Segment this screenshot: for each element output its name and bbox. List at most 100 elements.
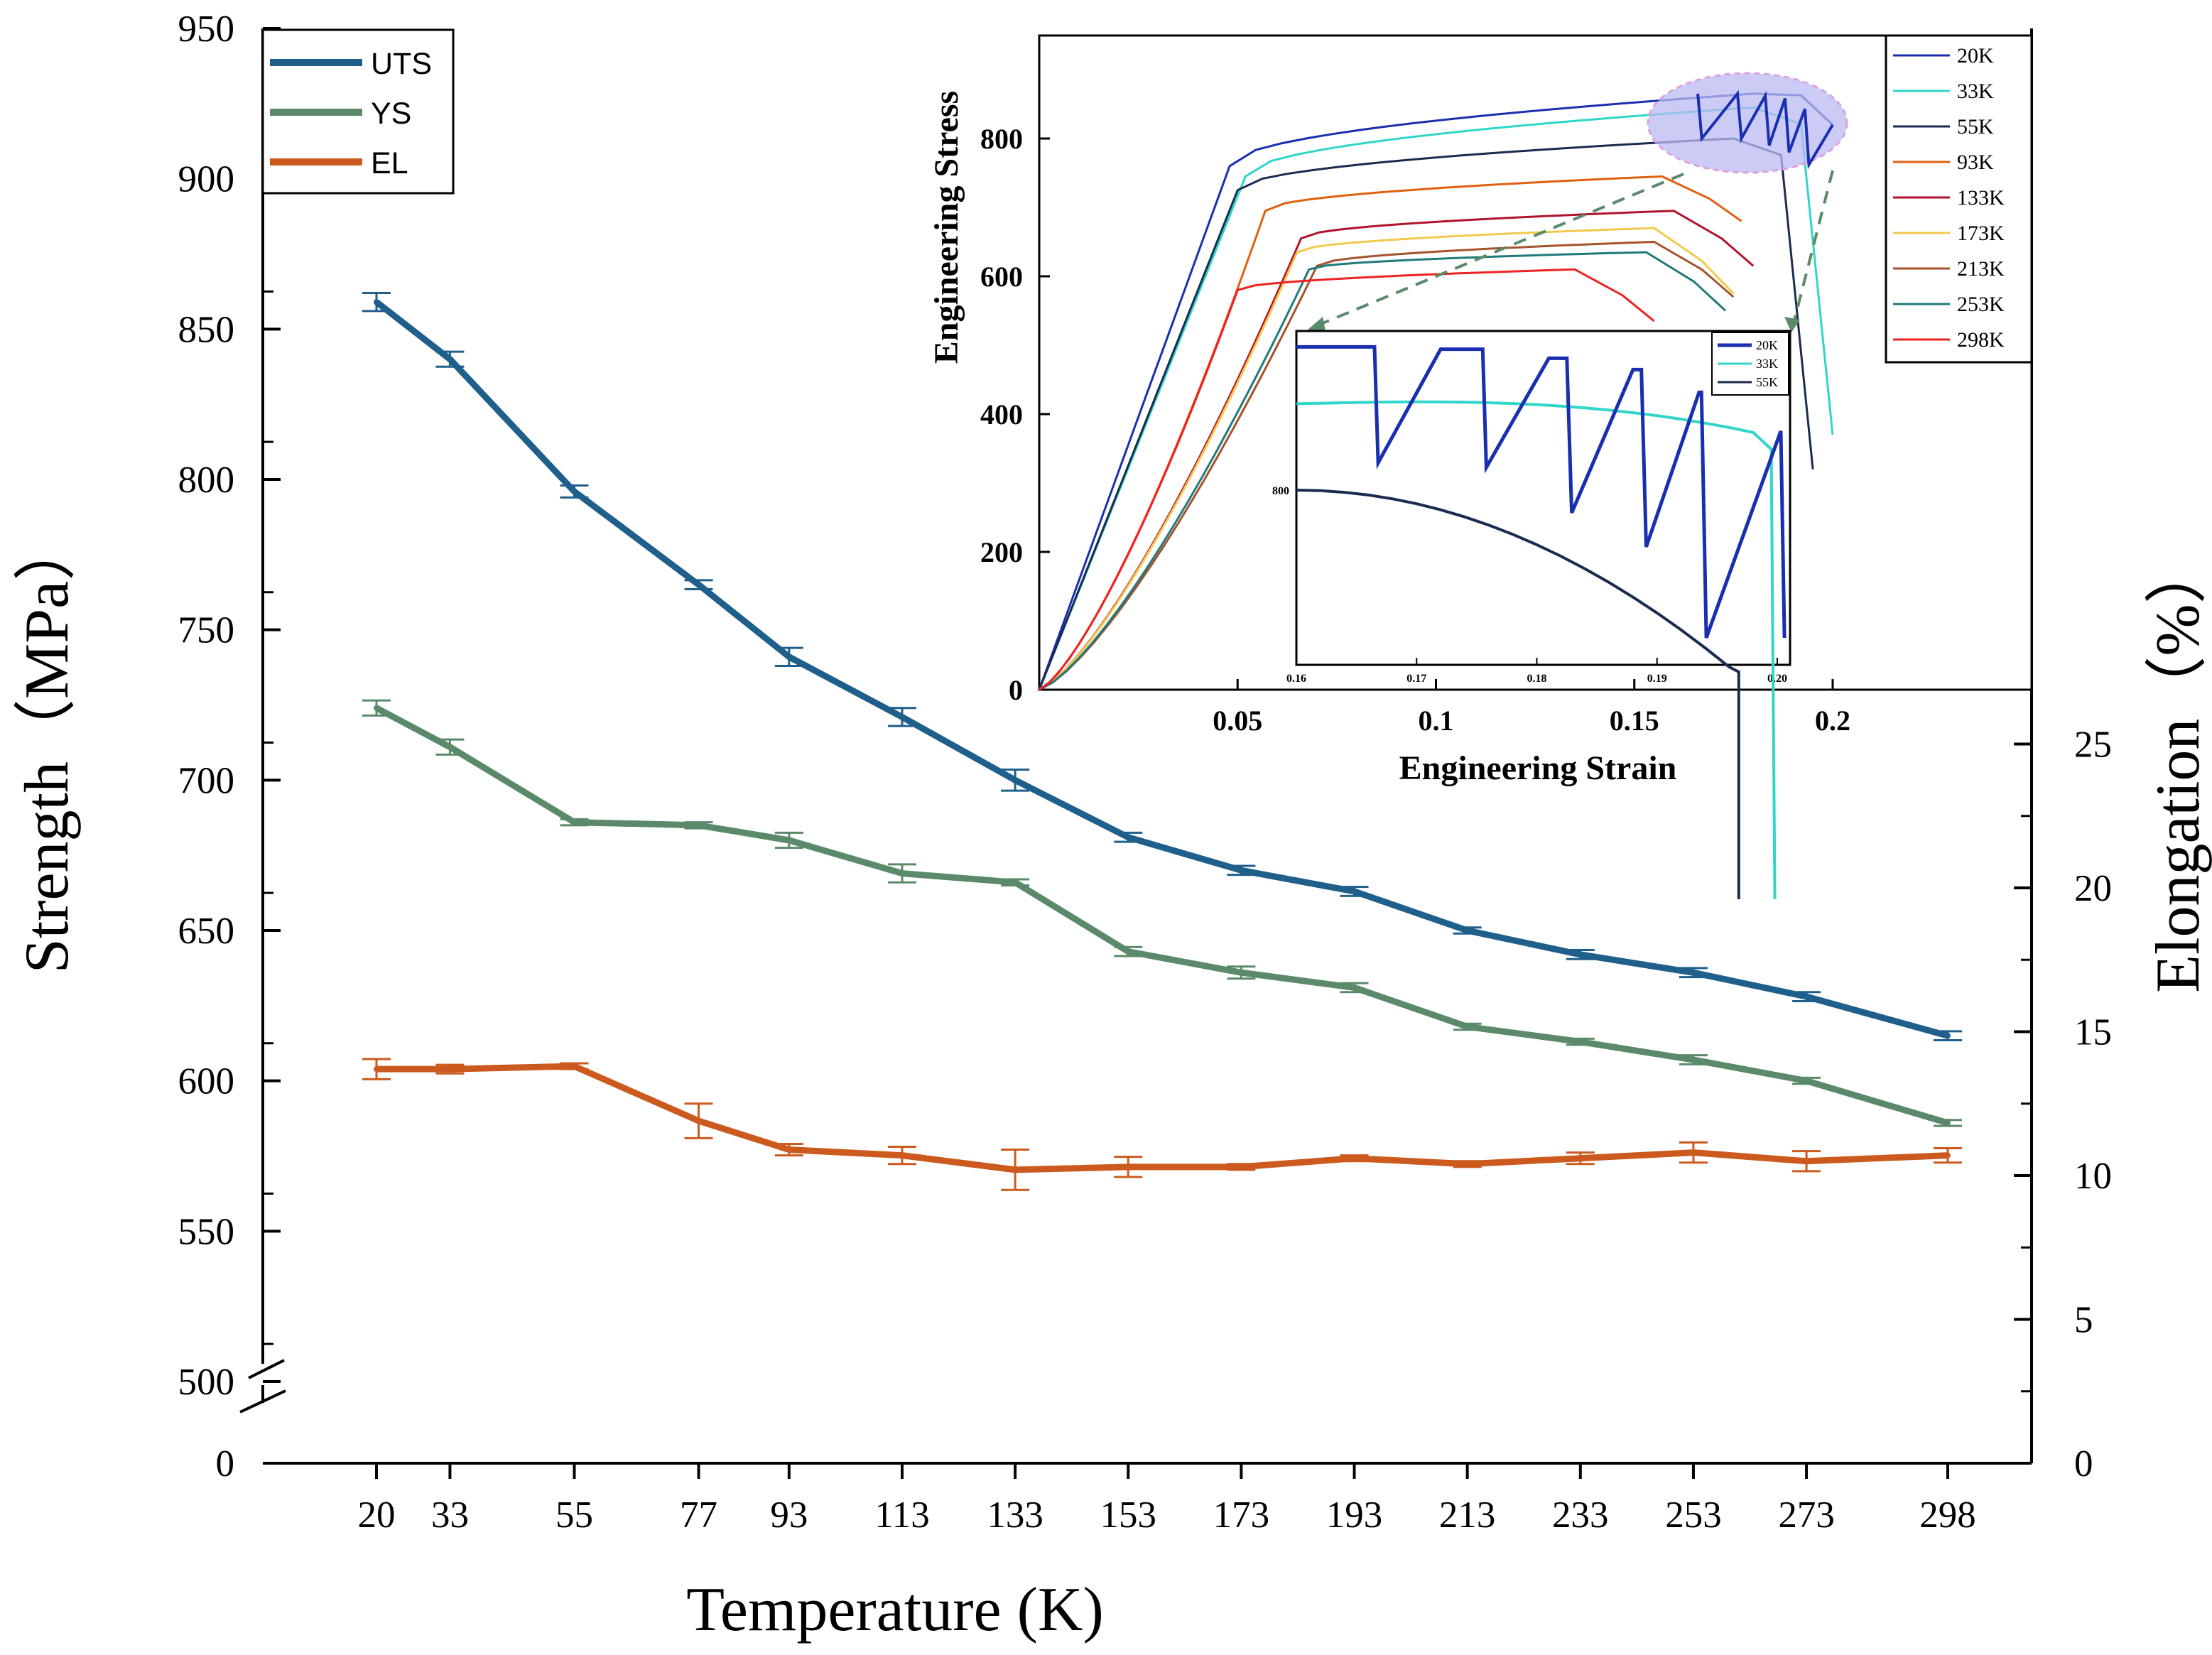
data-point-uts — [1690, 970, 1696, 976]
y2-ticks: 0 5 10 15 20 25 — [2014, 725, 2112, 1485]
inset-curve-298k — [1039, 268, 1655, 691]
data-point-el — [786, 1146, 792, 1153]
data-point-uts — [447, 356, 453, 362]
inset-series — [1038, 92, 1834, 691]
y2-axis-title: Elongation（%） — [2144, 541, 2212, 992]
inset-curve-173k — [1039, 227, 1735, 691]
zoom-legend: 20K 33K 55K — [1711, 332, 1789, 396]
data-point-el — [899, 1152, 905, 1158]
inset-legend-label: 93K — [1957, 151, 1994, 174]
inset-y-tick-label: 400 — [980, 398, 1023, 430]
inset-ticks: 0 200 400 600 800 0.05 0.1 0.15 0.2 — [980, 123, 1850, 737]
data-point-ys — [571, 819, 578, 825]
zoom-x-tick-label: 0.20 — [1767, 673, 1787, 685]
data-point-uts — [571, 488, 578, 494]
y2-tick-label: 5 — [2074, 1300, 2093, 1341]
inset-curve-55k — [1038, 137, 1814, 690]
inset-y-axis-title: Engineering Stress — [928, 91, 965, 364]
x-tick-label: 213 — [1439, 1494, 1496, 1536]
series-line-el — [376, 1063, 1948, 1173]
inset-x-tick-label: 0.1 — [1419, 705, 1454, 737]
inset-y-tick-label: 0 — [1009, 674, 1023, 706]
inset-y-tick-label: 600 — [980, 261, 1023, 293]
axis-break-mark-upper — [248, 1359, 285, 1379]
inset-legend-label: 213K — [1957, 257, 2005, 281]
y-tick-label: 750 — [178, 610, 235, 651]
x-tick-label: 20 — [358, 1494, 396, 1536]
data-point-el — [1690, 1149, 1696, 1156]
zoom-series — [1296, 344, 1787, 900]
data-point-el — [374, 1066, 379, 1073]
y-tick-label: 900 — [178, 159, 235, 200]
y-break-label: 0 — [216, 1443, 235, 1485]
x-tick-label: 273 — [1778, 1494, 1835, 1536]
inset-x-axis-title: Engineering Strain — [1399, 749, 1677, 787]
y-ticks: 500 550 600 650 700 750 800 850 900 950 — [178, 9, 281, 1403]
x-tick-label: 55 — [555, 1494, 593, 1536]
zoom-legend-label: 55K — [1756, 375, 1778, 389]
x-tick-label: 233 — [1552, 1494, 1609, 1536]
data-point-ys — [374, 705, 379, 711]
y2-tick-label: 0 — [2074, 1443, 2093, 1485]
y2-tick-label: 15 — [2074, 1012, 2112, 1053]
y2-tick-label: 20 — [2074, 868, 2112, 909]
y-tick-label: 950 — [178, 9, 235, 50]
x-tick-label: 77 — [680, 1494, 717, 1536]
inset-y-tick-label: 200 — [980, 536, 1023, 568]
inset-legend-label: 55K — [1957, 115, 1994, 139]
zoom-curve-33k — [1296, 400, 1777, 900]
data-point-uts — [1238, 867, 1245, 874]
y-tick-label: 650 — [178, 911, 235, 952]
y-tick-label: 550 — [178, 1211, 235, 1252]
inset-curve-20k — [1038, 92, 1834, 690]
main-legend: UTS YS EL — [261, 28, 455, 195]
data-point-ys — [1125, 948, 1132, 955]
axis-break-mark-lower — [239, 1389, 286, 1413]
data-point-el — [695, 1118, 702, 1124]
y-tick-label: 700 — [178, 760, 235, 801]
data-point-ys — [1238, 970, 1245, 976]
x-tick-label: 298 — [1919, 1494, 1976, 1536]
data-point-uts — [1351, 888, 1357, 894]
data-point-uts — [1125, 834, 1132, 840]
zoom-arrow-left — [1313, 173, 1684, 328]
inset-y-tick-label: 800 — [980, 123, 1023, 155]
data-point-uts — [786, 653, 792, 660]
data-point-uts — [1012, 777, 1019, 783]
x-ticks: 20 33 55 77 93 113 133 153 173 193 213 233 253 273 298 — [358, 1463, 1976, 1536]
data-point-ys — [786, 837, 792, 843]
zoom-arrow-right-head — [1784, 317, 1800, 332]
zoom-highlight-ellipse — [1647, 72, 1848, 174]
data-point-uts — [899, 714, 905, 720]
zoom-curve-20k — [1296, 344, 1787, 639]
data-point-el — [1125, 1163, 1132, 1170]
x-tick-label: 173 — [1213, 1494, 1270, 1536]
inset-legend-label: 173K — [1957, 222, 2005, 245]
inset-series-overlay — [1696, 89, 1834, 170]
inset-serration-20k — [1696, 89, 1834, 170]
zoom-arrow-right — [1792, 170, 1834, 324]
zoom-y-tick-label: 800 — [1272, 485, 1289, 497]
zoom-x-tick-label: 0.18 — [1527, 673, 1546, 685]
x-tick-label: 153 — [1100, 1494, 1157, 1536]
zoom-curve-55k — [1296, 489, 1740, 899]
zoom-x-tick-label: 0.19 — [1647, 673, 1667, 685]
y-tick-label: 850 — [178, 309, 235, 350]
data-point-ys — [695, 822, 702, 828]
zoom-inset: 0.16 0.17 0.18 0.19 0.20 800 20K 33K 55K — [1272, 330, 1791, 900]
data-point-el — [571, 1063, 578, 1070]
data-point-ys — [1690, 1057, 1696, 1063]
y-tick-label: 600 — [178, 1061, 235, 1102]
y2-tick-label: 25 — [2074, 725, 2112, 766]
main-series — [362, 292, 1962, 1191]
data-point-uts — [1464, 928, 1470, 933]
series-line-ys — [374, 705, 1949, 1127]
data-point-ys — [899, 870, 905, 877]
inset-legend-label: 33K — [1957, 80, 1994, 103]
y-axis-title: Strength（MPa） — [13, 519, 82, 973]
x-tick-label: 93 — [770, 1494, 808, 1536]
data-point-el — [1464, 1161, 1470, 1167]
inset-curve-253k — [1039, 251, 1727, 691]
data-point-uts — [1577, 951, 1583, 957]
